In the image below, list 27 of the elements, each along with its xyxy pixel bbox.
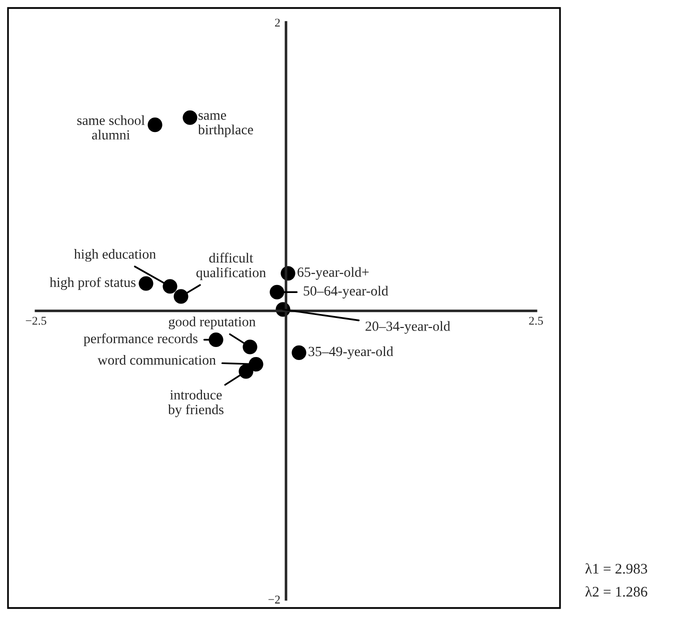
text: λ2 = 1.286 — [585, 586, 648, 597]
annotation: same birthplace — [198, 113, 254, 138]
point — [270, 284, 284, 300]
point — [242, 340, 258, 354]
annotation: performance records — [84, 333, 198, 346]
point — [182, 110, 198, 125]
annotation: high education — [74, 249, 156, 262]
point — [292, 345, 306, 360]
point — [208, 332, 224, 348]
annotation: 35–49-year-old — [308, 346, 394, 360]
point — [162, 279, 178, 294]
annotation: good reputation — [168, 316, 256, 330]
x-tick-label: 2.5 — [529, 316, 543, 325]
y-tick-label: −2 — [268, 596, 280, 604]
text: λ1 = 2.983 — [585, 563, 648, 574]
annotation: 65-year-old+ — [298, 267, 369, 280]
annotation: same school alumni — [77, 115, 145, 140]
annotation: high prof status — [50, 277, 136, 290]
annotation: word communication — [98, 354, 216, 365]
annotation: difficult qualification — [196, 252, 266, 280]
point — [148, 118, 162, 132]
x-tick-label: −2.5 — [26, 316, 46, 325]
annotation: introduce by friends — [168, 390, 224, 418]
annotation: 20–34-year-old — [366, 321, 450, 334]
y-tick-label: 2 — [275, 18, 280, 27]
point — [138, 276, 154, 291]
annotation: 50–64-year-old — [304, 286, 388, 298]
